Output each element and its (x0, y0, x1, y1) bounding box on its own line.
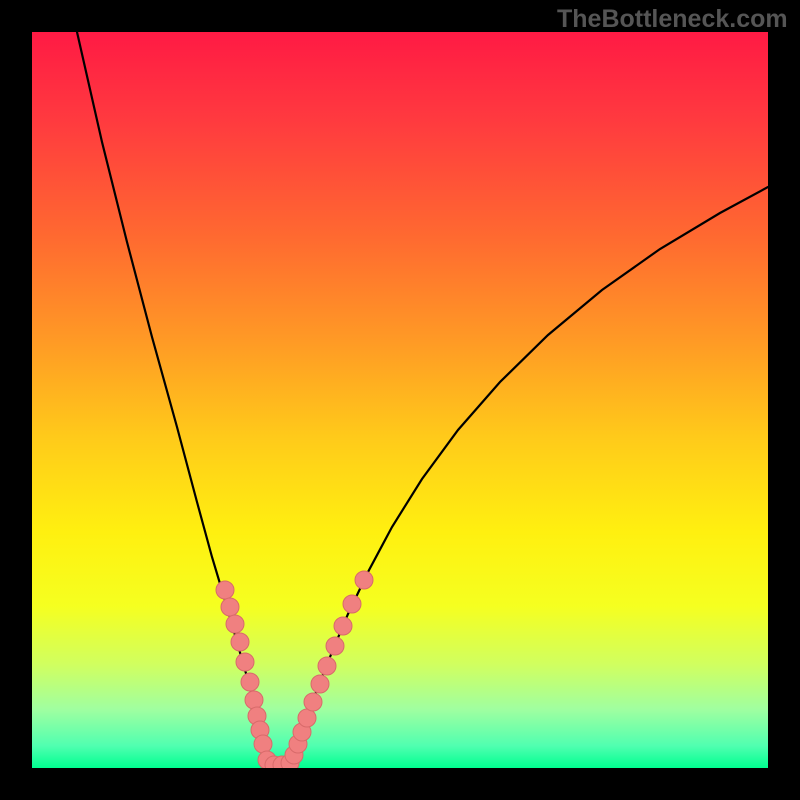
watermark-text: TheBottleneck.com (557, 5, 788, 34)
plot-area (32, 32, 768, 768)
